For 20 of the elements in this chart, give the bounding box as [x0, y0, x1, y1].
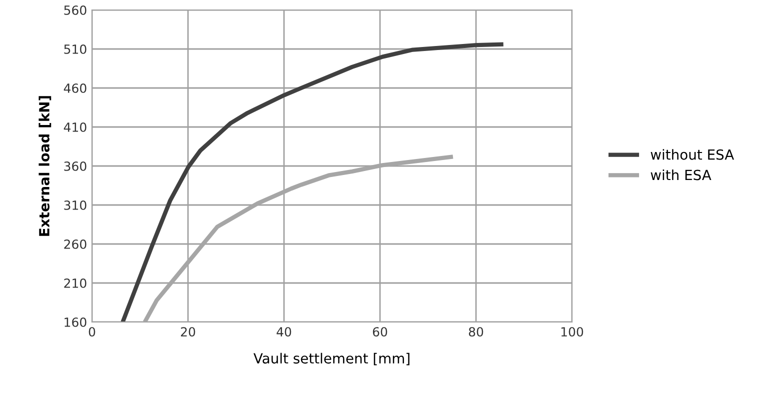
- y-tick-label: 160: [64, 317, 86, 327]
- y-tick-label: 560: [64, 5, 86, 15]
- x-tick-label: 0: [88, 327, 96, 337]
- y-axis-title: External load [kN]: [38, 96, 52, 236]
- x-tick-label: 40: [276, 327, 292, 337]
- legend-label: without ESA: [650, 149, 734, 160]
- x-tick-label: 60: [372, 327, 388, 337]
- y-tick-label: 410: [64, 122, 86, 132]
- y-tick-label: 360: [64, 161, 86, 171]
- x-tick-label: 20: [180, 327, 196, 337]
- y-tick-label: 210: [64, 278, 86, 288]
- x-axis-title: Vault settlement [mm]: [254, 352, 410, 366]
- y-tick-label: 510: [64, 44, 86, 54]
- line-series: [120, 42, 506, 322]
- y-tick-label: 260: [64, 239, 86, 249]
- y-tick-label: 460: [64, 83, 86, 93]
- x-tick-label: 100: [561, 327, 584, 337]
- x-tick-label: 80: [468, 327, 484, 337]
- y-tick-label: 310: [64, 200, 86, 210]
- legend-label: with ESA: [650, 169, 712, 180]
